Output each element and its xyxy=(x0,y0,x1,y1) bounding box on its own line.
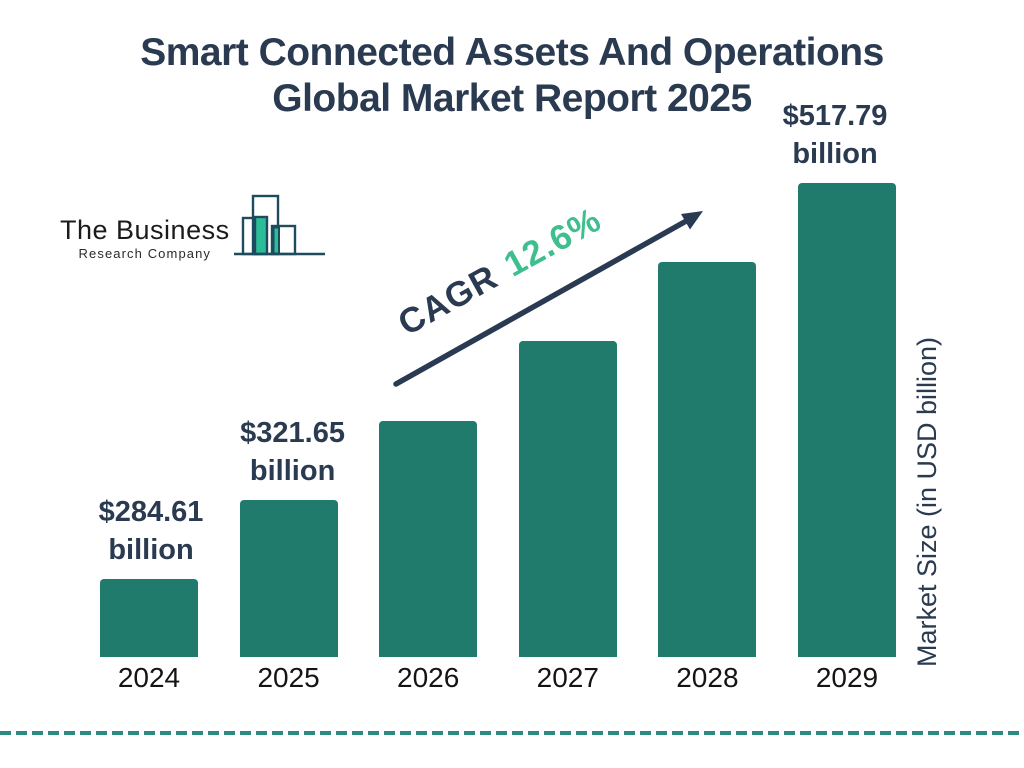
x-axis-label-2027: 2027 xyxy=(536,662,599,693)
x-axis-label-2028: 2028 xyxy=(676,662,739,693)
bar-value-label-line: billion xyxy=(792,138,878,170)
bar-value-label-line: $517.79 xyxy=(782,100,888,132)
bar-value-label-line: $321.65 xyxy=(240,416,345,449)
bar-2025 xyxy=(239,499,338,657)
cagr-label: CAGR xyxy=(391,257,505,344)
bar-2026 xyxy=(379,420,478,657)
bar-2027 xyxy=(518,341,617,657)
bar-value-label-line: billion xyxy=(249,454,336,487)
x-axis-label-2025: 2025 xyxy=(257,662,320,693)
company-logo-text: The Business Research Company xyxy=(60,215,230,261)
x-axis-label-2026: 2026 xyxy=(397,662,460,693)
bar-value-label-line: $284.61 xyxy=(98,496,204,528)
company-logo: The Business Research Company xyxy=(60,182,328,260)
x-axis-label-2029: 2029 xyxy=(815,662,879,693)
page-title-line2: Global Market Report 2025 xyxy=(272,76,752,120)
bar-2024 xyxy=(100,579,198,657)
y-axis-label: Market Size (in USD billion) xyxy=(912,336,942,668)
bottom-dashed-divider xyxy=(0,731,1024,735)
cagr-annotation: CAGR12.6% xyxy=(363,184,636,360)
bar-value-label-line: billion xyxy=(108,534,194,566)
page-title: Smart Connected Assets And Operations Gl… xyxy=(0,30,1024,121)
company-logo-subname: Research Company xyxy=(78,246,212,261)
x-axis-label-2024: 2024 xyxy=(117,662,181,693)
page-title-line1: Smart Connected Assets And Operations xyxy=(140,31,884,74)
bar-2029 xyxy=(798,183,896,657)
bar-value-label-2029: $517.79 billion xyxy=(740,97,930,173)
bar-2028 xyxy=(658,262,757,657)
cagr-value: 12.6% xyxy=(497,199,608,285)
bar-value-label-2024: $284.61 billion xyxy=(56,493,246,569)
company-logo-name: The Business xyxy=(60,215,230,245)
bar-chart-logo-icon xyxy=(233,194,325,256)
bar-value-label-2025: $321.65 billion xyxy=(198,414,388,490)
